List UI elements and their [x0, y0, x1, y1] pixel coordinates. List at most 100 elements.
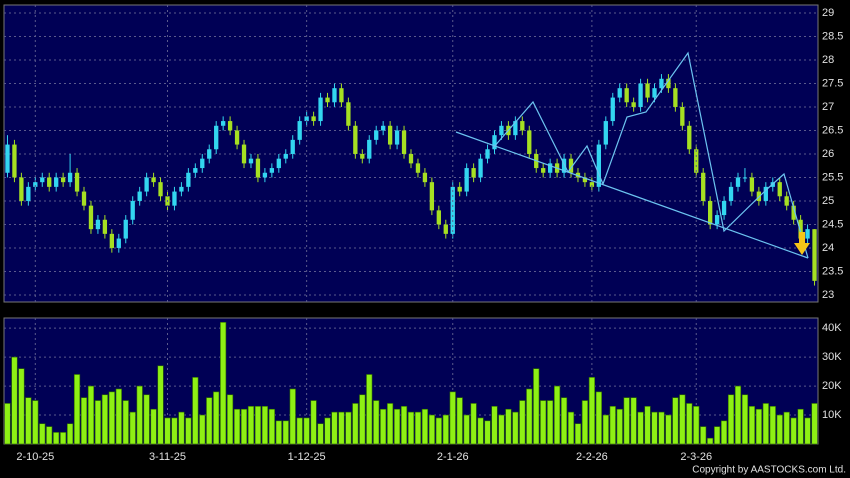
candle-body — [610, 97, 615, 122]
x-tick-label: 2-1-26 — [437, 451, 469, 463]
volume-bar — [679, 394, 686, 445]
candle-body — [673, 88, 678, 107]
candle-body — [109, 233, 114, 248]
candle-body — [638, 83, 643, 107]
volume-layer: 10K 20K 30K 40K 2-10-25 3-11-25 1-12-25 2-1-26 2… — [4, 318, 842, 463]
volume-bar — [400, 406, 408, 445]
y-tick-label: 25 — [822, 195, 834, 207]
volume-bar — [324, 417, 331, 445]
volume-bar — [345, 411, 352, 445]
y-tick-label: 29 — [822, 7, 834, 19]
candle-body — [207, 149, 212, 159]
x-tick-label: 3-11-25 — [149, 451, 186, 463]
candle-body — [457, 186, 462, 192]
candle-body — [513, 121, 518, 136]
candle-body — [116, 238, 121, 248]
volume-bar — [338, 411, 345, 445]
candle-body — [492, 135, 497, 150]
volume-bar — [4, 403, 11, 445]
candle-body — [47, 177, 52, 187]
volume-bar — [686, 403, 693, 445]
candle-body — [728, 186, 734, 201]
volume-bar — [693, 406, 700, 445]
candle-body — [777, 182, 782, 197]
trend-lines — [455, 51, 809, 259]
candle-body — [687, 125, 692, 150]
y-tick-label: 30K — [822, 351, 842, 363]
candle-body — [144, 177, 149, 192]
volume-bar — [498, 414, 505, 445]
candle-body — [596, 144, 602, 187]
candle-body — [234, 130, 240, 145]
candle-body — [60, 177, 66, 183]
volume-bar — [108, 391, 115, 445]
candle-body — [791, 205, 796, 220]
volume-bar — [185, 417, 192, 445]
volume-bar — [317, 423, 324, 445]
volume-bar — [296, 417, 303, 445]
volume-bar — [11, 356, 18, 445]
candle-body — [19, 177, 24, 201]
volume-bar — [567, 411, 575, 445]
candle-body — [763, 186, 768, 201]
volume-bar — [463, 414, 470, 445]
candle-body — [429, 182, 435, 211]
candle-body — [527, 130, 532, 154]
volume-bar — [707, 437, 714, 445]
volume-bar — [164, 417, 171, 445]
candle-body — [721, 200, 727, 216]
candle-body — [387, 125, 393, 145]
volume-bar — [512, 411, 519, 445]
volume-bar — [414, 411, 422, 445]
volume-bar — [783, 411, 790, 445]
volume-bar — [762, 403, 769, 445]
candle-body — [666, 78, 671, 89]
volume-bar — [171, 417, 178, 445]
x-tick-label: 2-2-26 — [576, 451, 608, 463]
candle-body — [33, 182, 38, 187]
candle-body — [172, 191, 177, 206]
volume-bar — [533, 368, 540, 445]
volume-bar — [150, 408, 157, 445]
volume-bar — [18, 368, 25, 445]
volume-bar — [804, 417, 811, 445]
candle-body — [95, 219, 101, 230]
volume-bar — [797, 408, 804, 445]
y-tick-label: 28 — [822, 54, 834, 66]
volume-bar — [94, 400, 102, 445]
arrow-head — [794, 243, 810, 255]
candle-body — [624, 88, 629, 103]
candle-body — [617, 88, 622, 98]
volume-bar — [122, 400, 129, 445]
candle-body — [332, 88, 337, 103]
y-tick-label: 27.5 — [822, 77, 843, 89]
candle-body — [436, 210, 441, 225]
candle-body — [290, 139, 295, 154]
y-tick-label: 24 — [822, 242, 834, 254]
volume-bar — [67, 423, 74, 445]
y-tick-label: 23 — [822, 289, 834, 301]
candle-body — [652, 88, 657, 98]
volume-bar — [616, 408, 623, 445]
volume-bar — [380, 408, 387, 445]
volume-bar — [470, 403, 477, 445]
candle-body — [381, 125, 386, 131]
candle-body — [179, 186, 184, 192]
volume-bar — [811, 403, 818, 445]
candle-body — [520, 121, 525, 131]
volume-bar — [87, 385, 95, 445]
credit: Copyright by AASTOCKS.com Ltd. — [692, 465, 846, 476]
volume-bar — [53, 432, 60, 445]
volume-bar — [247, 406, 255, 445]
volume-bar — [602, 414, 609, 445]
candle-body — [798, 219, 803, 239]
candle-body — [394, 130, 400, 145]
volume-bar — [80, 397, 88, 445]
candle-body — [499, 125, 504, 136]
candle-body — [735, 177, 741, 187]
candle-body — [276, 158, 281, 169]
volume-bar — [387, 403, 394, 445]
candle-body — [26, 186, 31, 201]
candle-body — [67, 172, 73, 183]
candle-body — [645, 83, 650, 98]
